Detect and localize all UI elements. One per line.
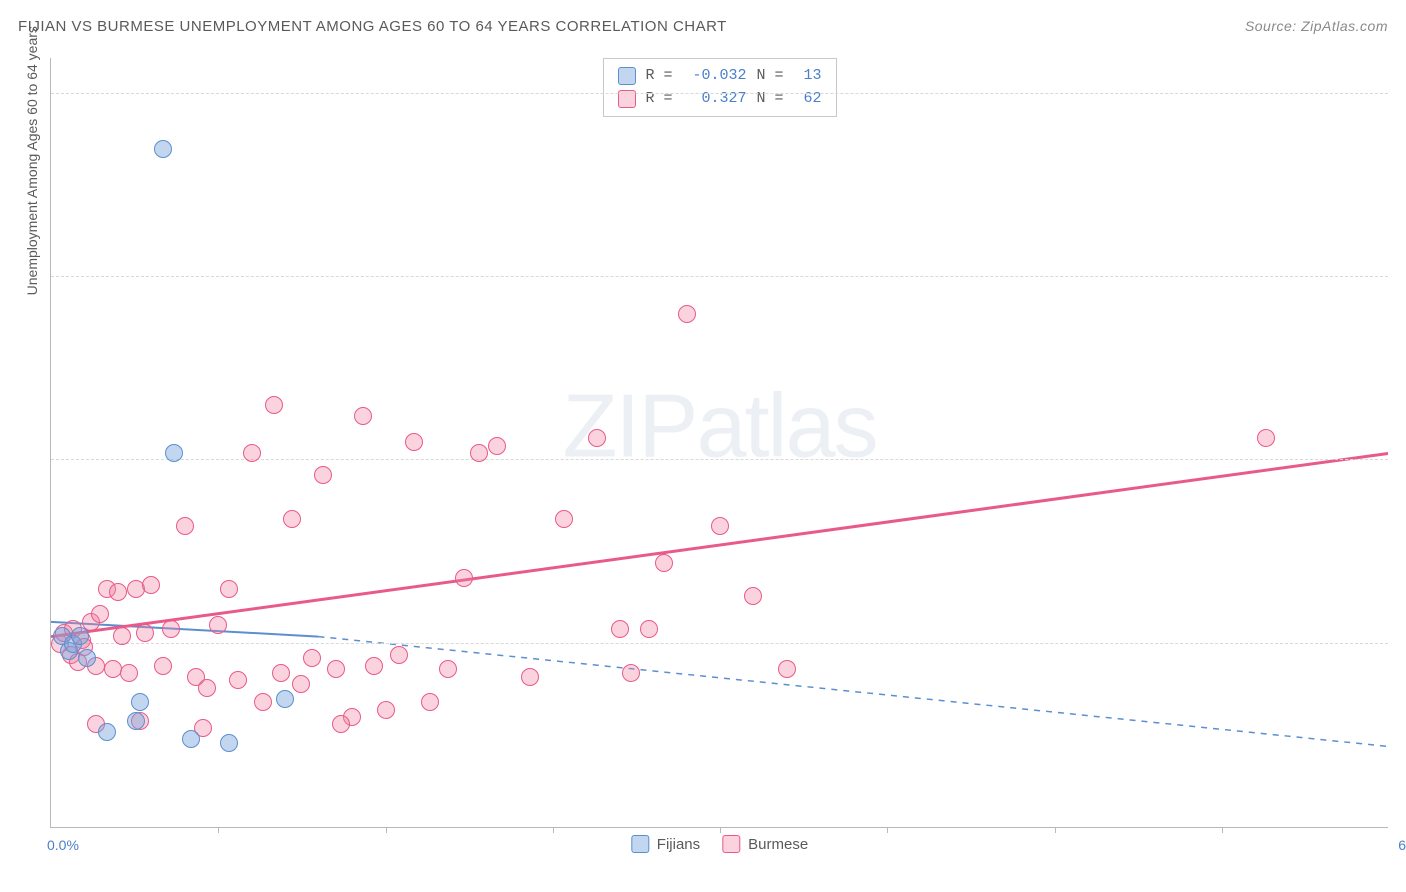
point-burmese — [292, 675, 310, 693]
x-tick — [553, 827, 554, 833]
point-burmese — [162, 620, 180, 638]
point-fijians — [276, 690, 294, 708]
gridline — [51, 643, 1388, 644]
x-label-right: 60.0% — [1398, 837, 1406, 853]
point-burmese — [421, 693, 439, 711]
legend-item-burmese: Burmese — [722, 835, 808, 853]
x-tick — [1222, 827, 1223, 833]
y-axis-label: Unemployment Among Ages 60 to 64 years — [24, 26, 40, 295]
legend-item-fijians: Fijians — [631, 835, 700, 853]
r-value-fijians: -0.032 — [683, 65, 747, 88]
point-fijians — [165, 444, 183, 462]
point-burmese — [109, 583, 127, 601]
point-burmese — [209, 616, 227, 634]
n-value-burmese: 62 — [794, 88, 822, 111]
stats-row-fijians: R = -0.032 N = 13 — [617, 65, 821, 88]
x-tick — [720, 827, 721, 833]
legend-label-fijians: Fijians — [657, 836, 700, 853]
point-burmese — [470, 444, 488, 462]
x-tick — [218, 827, 219, 833]
scatter-plot: ZIPatlas R = -0.032 N = 13 R = 0.327 N =… — [50, 58, 1388, 828]
point-burmese — [439, 660, 457, 678]
point-burmese — [272, 664, 290, 682]
point-burmese — [622, 664, 640, 682]
chart-source: Source: ZipAtlas.com — [1245, 18, 1388, 35]
point-fijians — [78, 649, 96, 667]
n-label: N = — [757, 88, 784, 111]
point-fijians — [131, 693, 149, 711]
x-tick — [887, 827, 888, 833]
point-burmese — [332, 715, 350, 733]
swatch-burmese — [722, 835, 740, 853]
point-burmese — [136, 624, 154, 642]
point-burmese — [283, 510, 301, 528]
point-burmese — [365, 657, 383, 675]
point-burmese — [176, 517, 194, 535]
point-burmese — [555, 510, 573, 528]
point-fijians — [98, 723, 116, 741]
point-burmese — [640, 620, 658, 638]
watermark: ZIPatlas — [562, 376, 876, 479]
point-burmese — [120, 664, 138, 682]
point-burmese — [405, 433, 423, 451]
point-burmese — [521, 668, 539, 686]
point-burmese — [354, 407, 372, 425]
chart-title: FIJIAN VS BURMESE UNEMPLOYMENT AMONG AGE… — [18, 18, 727, 35]
r-label: R = — [645, 65, 672, 88]
trend-lines — [51, 58, 1388, 827]
point-burmese — [488, 437, 506, 455]
point-burmese — [611, 620, 629, 638]
x-tick — [386, 827, 387, 833]
correlation-stats-box: R = -0.032 N = 13 R = 0.327 N = 62 — [602, 58, 836, 117]
point-burmese — [229, 671, 247, 689]
point-burmese — [390, 646, 408, 664]
point-burmese — [198, 679, 216, 697]
point-burmese — [588, 429, 606, 447]
stats-row-burmese: R = 0.327 N = 62 — [617, 88, 821, 111]
r-value-burmese: 0.327 — [683, 88, 747, 111]
point-burmese — [327, 660, 345, 678]
point-burmese — [220, 580, 238, 598]
point-fijians — [127, 712, 145, 730]
point-fijians — [71, 627, 89, 645]
point-burmese — [91, 605, 109, 623]
point-burmese — [314, 466, 332, 484]
swatch-fijians — [631, 835, 649, 853]
point-burmese — [1257, 429, 1275, 447]
x-tick — [1055, 827, 1056, 833]
x-label-left: 0.0% — [47, 837, 79, 853]
gridline — [51, 93, 1388, 94]
point-burmese — [377, 701, 395, 719]
n-value-fijians: 13 — [794, 65, 822, 88]
legend-label-burmese: Burmese — [748, 836, 808, 853]
point-burmese — [655, 554, 673, 572]
point-fijians — [220, 734, 238, 752]
point-burmese — [303, 649, 321, 667]
point-burmese — [113, 627, 131, 645]
point-fijians — [182, 730, 200, 748]
point-burmese — [142, 576, 160, 594]
gridline — [51, 276, 1388, 277]
point-burmese — [711, 517, 729, 535]
point-fijians — [154, 140, 172, 158]
n-label: N = — [757, 65, 784, 88]
point-burmese — [778, 660, 796, 678]
point-burmese — [744, 587, 762, 605]
point-burmese — [254, 693, 272, 711]
r-label: R = — [645, 88, 672, 111]
point-burmese — [265, 396, 283, 414]
point-burmese — [678, 305, 696, 323]
point-burmese — [455, 569, 473, 587]
point-burmese — [243, 444, 261, 462]
point-burmese — [154, 657, 172, 675]
swatch-fijians — [617, 67, 635, 85]
